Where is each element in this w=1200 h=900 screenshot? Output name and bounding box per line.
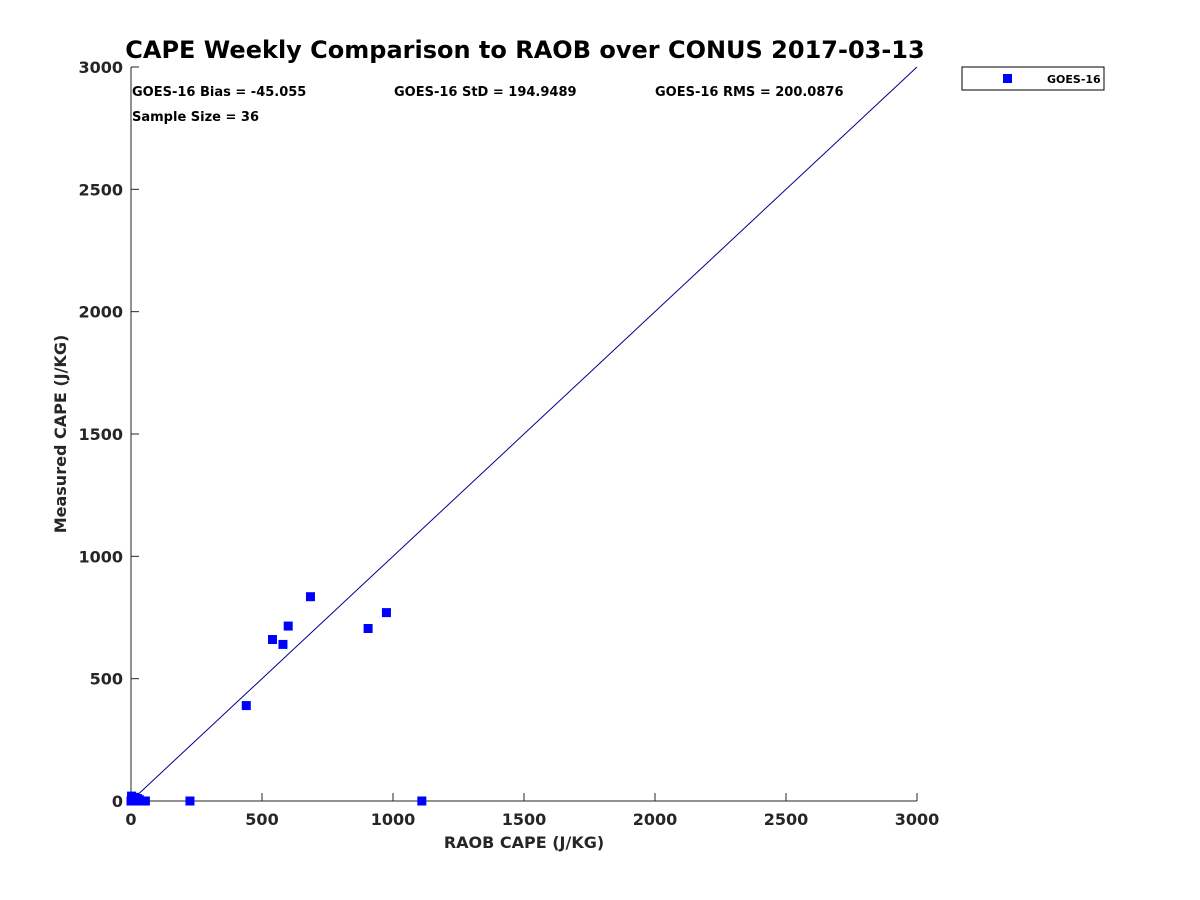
data-point [381, 608, 391, 618]
one-to-one-line [130, 66, 918, 802]
y-tick-label: 3000 [78, 58, 123, 77]
x-tick-label: 2000 [633, 810, 678, 829]
legend: GOES-16 [961, 66, 1105, 91]
data-point [417, 796, 427, 806]
x-tick-label: 500 [245, 810, 278, 829]
stat-annotation: Sample Size = 36 [132, 110, 259, 125]
x-tick-label: 1000 [371, 810, 416, 829]
data-point [363, 624, 373, 634]
data-point [278, 639, 288, 649]
x-tick-label: 2500 [764, 810, 809, 829]
y-tick-label: 2000 [78, 303, 123, 322]
stat-annotation: GOES-16 RMS = 200.0876 [655, 85, 844, 100]
data-point [241, 701, 251, 711]
legend-box [961, 66, 1105, 91]
axes: 0 500 1000 1500 2000 2500 3000 0 500 1000 1500 2000… [78, 58, 939, 829]
data-points [126, 592, 427, 806]
y-tick-label: 2500 [78, 180, 123, 199]
legend-marker-goes16 [1003, 74, 1012, 83]
x-tick-label: 1500 [502, 810, 547, 829]
reference-line-group [130, 66, 918, 802]
data-point [305, 592, 315, 602]
data-point [140, 796, 150, 806]
y-tick-label: 1000 [78, 547, 123, 566]
legend-label-goes16: GOES-16 [1047, 73, 1101, 86]
y-tick-label: 0 [112, 792, 123, 811]
data-point [185, 796, 195, 806]
y-tick-label: 1500 [78, 425, 123, 444]
y-axis-label: Measured CAPE (J/KG) [51, 335, 70, 534]
stat-annotation: GOES-16 Bias = -45.055 [132, 85, 306, 100]
y-tick-label: 500 [90, 670, 123, 689]
data-point [128, 796, 138, 806]
x-tick-label: 3000 [895, 810, 940, 829]
chart-title: CAPE Weekly Comparison to RAOB over CONU… [125, 36, 924, 64]
data-point [283, 621, 293, 631]
stat-annotation: GOES-16 StD = 194.9489 [394, 85, 577, 100]
x-axis-label: RAOB CAPE (J/KG) [444, 833, 604, 852]
annotations: GOES-16 Bias = -45.055 GOES-16 StD = 194.… [132, 85, 844, 125]
x-tick-label: 0 [125, 810, 136, 829]
data-point [267, 635, 277, 645]
